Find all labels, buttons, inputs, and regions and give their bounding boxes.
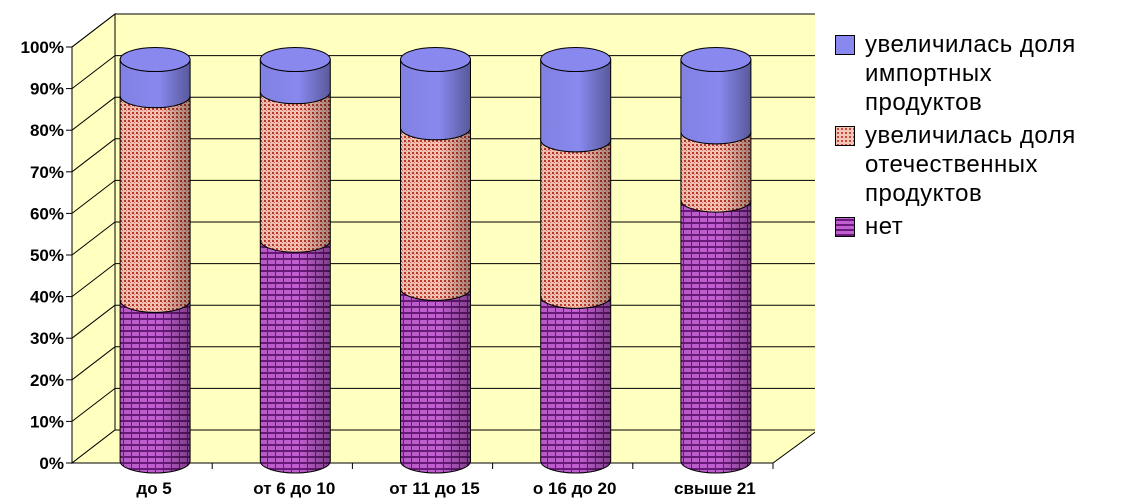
bar-segment-shade bbox=[260, 240, 331, 473]
gridline-side bbox=[71, 221, 116, 256]
chart-legend: увеличилась доля импортных продуктов увел… bbox=[835, 30, 1140, 245]
gridline-side bbox=[71, 180, 116, 214]
gridline-side bbox=[71, 13, 116, 48]
bar-segment-shade bbox=[400, 288, 471, 473]
bar-cap bbox=[540, 47, 612, 73]
x-tick-label: свыше 21 bbox=[674, 479, 756, 498]
bar-cap bbox=[119, 47, 191, 73]
gridline-side bbox=[71, 55, 116, 89]
bar-cap bbox=[400, 47, 471, 73]
bar-segment-shade bbox=[400, 59, 471, 140]
legend-item: увеличилась доля импортных продуктов bbox=[835, 30, 1140, 117]
bar-segment-shade bbox=[680, 131, 751, 213]
legend-swatch bbox=[835, 35, 855, 55]
bar-segment-shade bbox=[120, 300, 191, 473]
legend-item: увеличилась доля отечественных продуктов bbox=[835, 121, 1140, 208]
chart-plot: 0% 10% 20% 30% 40% 50% 60% 70% 80% 90% 100% до 5 от … bbox=[21, 12, 815, 498]
legend-item: нет bbox=[835, 212, 1140, 241]
bar-segment-shade bbox=[680, 59, 751, 144]
bar-segment-shade bbox=[120, 59, 191, 108]
y-tick-label: 30% bbox=[30, 329, 64, 348]
x-tick-label: от 6 до 10 bbox=[253, 479, 335, 498]
legend-label: нет bbox=[865, 213, 904, 240]
x-tick-label: от 11 до 15 bbox=[389, 479, 480, 498]
y-tick-label: 60% bbox=[30, 204, 64, 223]
y-tick-label: 90% bbox=[30, 80, 64, 99]
gridline-side bbox=[71, 96, 116, 131]
bar-segment-shade bbox=[120, 95, 191, 313]
y-tick-label: 20% bbox=[30, 371, 64, 390]
bar-segment-shade bbox=[680, 200, 751, 473]
bar-cap bbox=[259, 47, 331, 73]
y-tick-label: 10% bbox=[30, 412, 64, 431]
y-tick-label: 0% bbox=[39, 454, 64, 473]
y-tick-label: 70% bbox=[30, 163, 64, 182]
legend-swatch bbox=[835, 217, 855, 237]
gridline-side bbox=[71, 346, 116, 381]
legend-swatch bbox=[835, 126, 855, 146]
bar-segment-shade bbox=[400, 127, 471, 301]
legend-label: увеличилась доля отечественных продуктов bbox=[865, 122, 1076, 207]
bar-segment-shade bbox=[540, 139, 611, 309]
y-tick-label: 80% bbox=[30, 121, 64, 140]
gridline-side bbox=[71, 138, 116, 173]
x-tick-label: до 5 bbox=[136, 479, 171, 498]
x-tick-label: о 16 до 20 bbox=[533, 479, 617, 498]
legend-label: увеличилась доля импортных продуктов bbox=[865, 31, 1076, 116]
bar-segment-shade bbox=[540, 59, 611, 152]
gridline-side bbox=[71, 263, 116, 297]
y-tick-label: 50% bbox=[30, 246, 64, 265]
bar-segment-shade bbox=[540, 296, 611, 473]
bar-segment-shade bbox=[260, 59, 331, 104]
bar-cap bbox=[680, 47, 752, 73]
bar-segment-shade bbox=[260, 91, 331, 253]
gridline-side bbox=[71, 304, 116, 339]
gridline-side bbox=[71, 388, 116, 422]
y-tick-label: 40% bbox=[30, 288, 64, 307]
y-tick-label: 100% bbox=[21, 38, 64, 57]
